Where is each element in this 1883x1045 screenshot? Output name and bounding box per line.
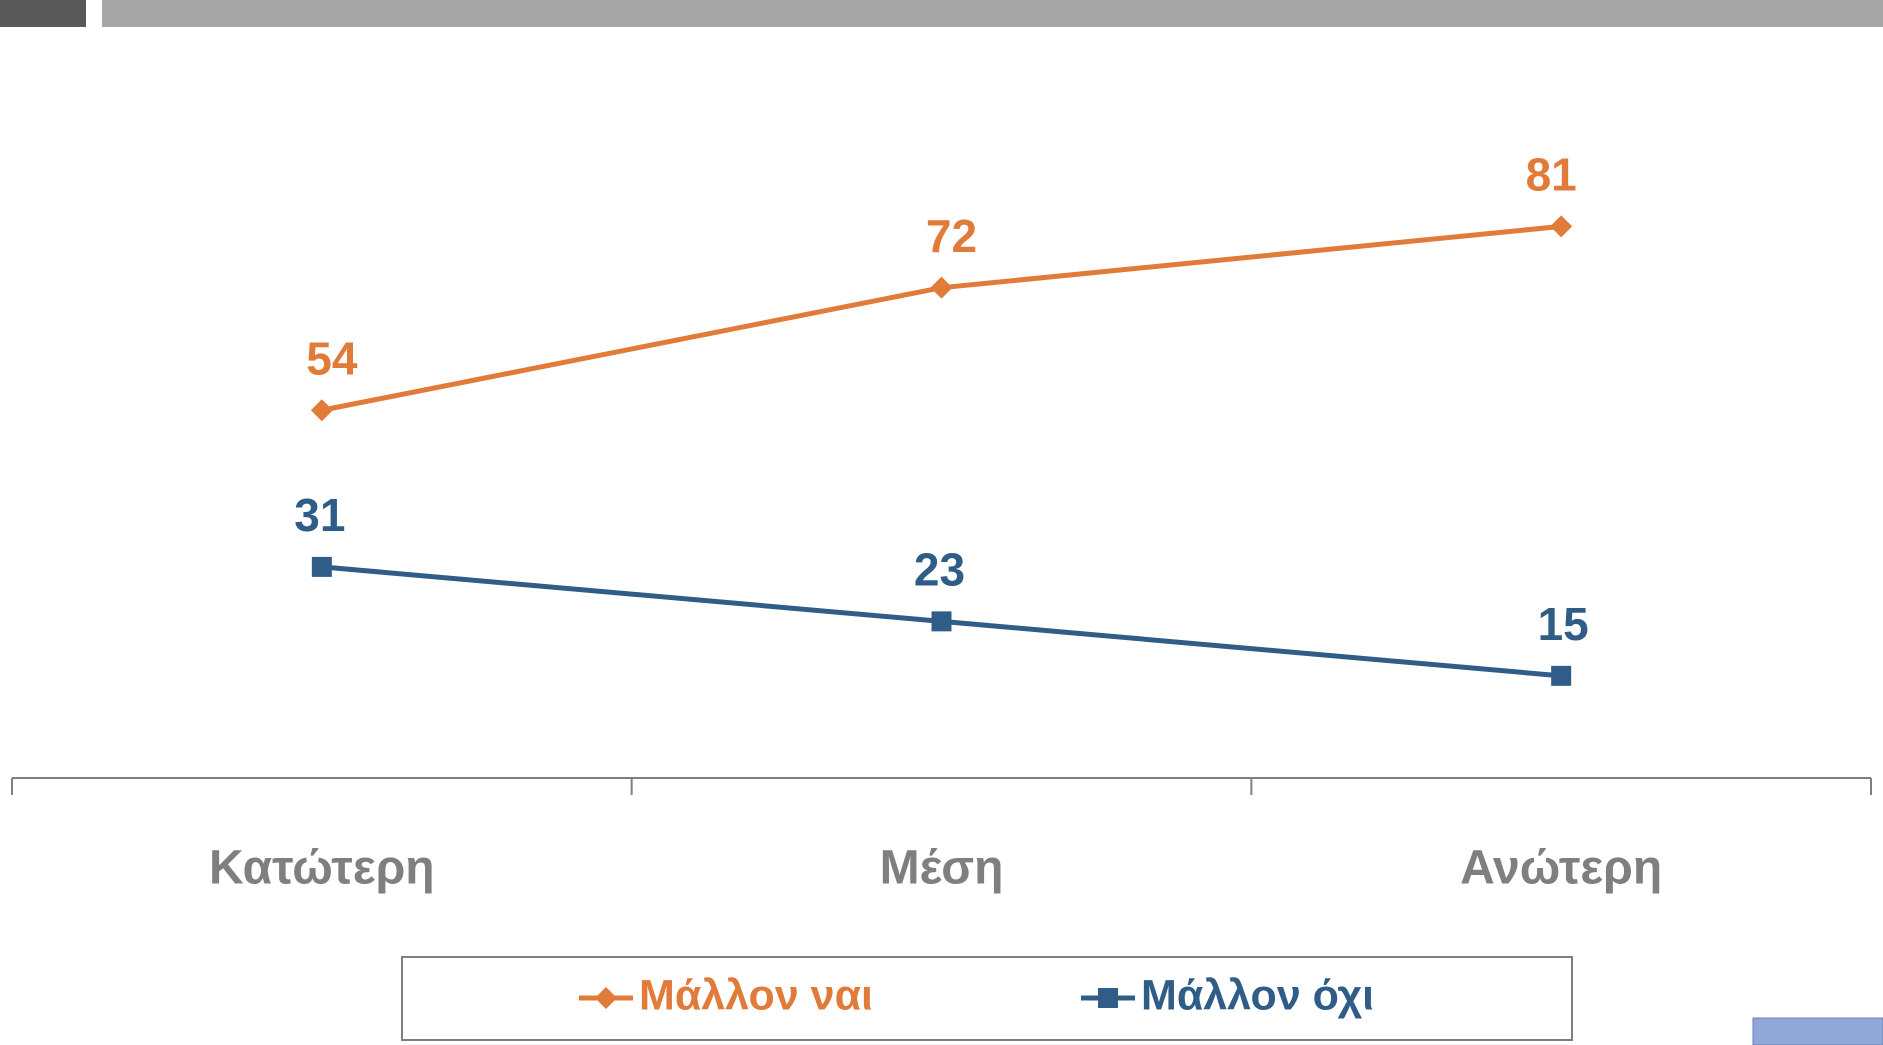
x-tick-label: Ανώτερη bbox=[1460, 842, 1662, 895]
data-label: 15 bbox=[1538, 598, 1589, 650]
point bbox=[930, 276, 953, 299]
point bbox=[1098, 988, 1118, 1008]
legend-label: Μάλλον ναι bbox=[639, 971, 873, 1019]
x-tick-label: Μέση bbox=[880, 842, 1004, 895]
legend-label: Μάλλον όχι bbox=[1141, 971, 1374, 1019]
point bbox=[931, 611, 952, 632]
x-tick-label: Κατώτερη bbox=[209, 842, 435, 895]
data-label: 81 bbox=[1526, 149, 1577, 201]
header-bar bbox=[102, 0, 1883, 27]
point bbox=[310, 399, 333, 422]
header-bar-dark bbox=[0, 0, 86, 27]
point bbox=[1551, 665, 1572, 686]
data-label: 54 bbox=[306, 332, 358, 384]
data-label: 31 bbox=[294, 489, 345, 541]
point bbox=[311, 556, 332, 577]
data-label: 23 bbox=[914, 544, 965, 596]
corner-image bbox=[1752, 1017, 1883, 1045]
data-label: 72 bbox=[926, 210, 977, 262]
legend-box bbox=[401, 956, 1573, 1041]
point bbox=[1550, 215, 1573, 238]
point bbox=[595, 987, 617, 1009]
